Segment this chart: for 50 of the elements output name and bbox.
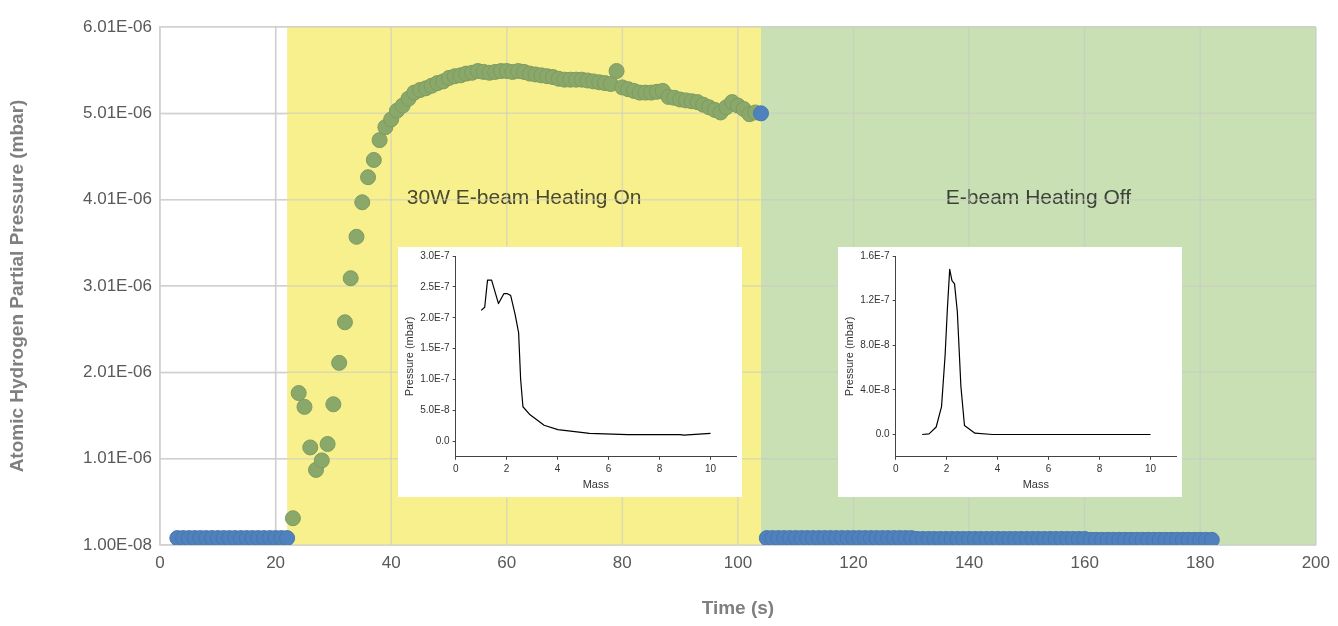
x-tick-label: 120	[839, 552, 868, 572]
x-tick-label: 0	[452, 462, 459, 474]
y-tick-label: 5.01E-06	[83, 103, 152, 123]
x-tick-label: 100	[723, 552, 753, 572]
x-tick-label: 140	[954, 552, 984, 572]
y-tick-label: 3.01E-06	[83, 275, 152, 295]
x-tick-label: 80	[612, 552, 632, 572]
band-label: E-beam Heating Off	[945, 184, 1132, 208]
y-tick-label: 2.5E-7	[420, 280, 451, 292]
x-axis-title: Mass	[582, 478, 610, 491]
y-tick-label: 8.0E-8	[860, 338, 891, 350]
x-tick-label: 2	[943, 462, 950, 474]
x-tick-label: 0	[155, 552, 165, 572]
y-tick-label: 1.6E-7	[860, 249, 891, 261]
x-tick-label: 10	[1144, 462, 1157, 474]
y-axis-title: Atomic Hydrogen Partial Pressure (mbar)	[5, 99, 27, 473]
y-tick-label: 6.01E-06	[83, 16, 152, 36]
x-tick-label: 10	[704, 462, 717, 474]
y-tick-label: 2.01E-06	[83, 362, 152, 382]
y-tick-label: 1.00E-08	[83, 534, 152, 554]
x-tick-label: 20	[266, 552, 286, 572]
y-tick-label: 4.01E-06	[83, 189, 152, 209]
y-tick-label: 1.2E-7	[860, 294, 891, 306]
x-tick-label: 8	[1096, 462, 1103, 474]
y-tick-label: 1.5E-7	[420, 342, 451, 354]
y-tick-label: 5.0E-8	[420, 404, 451, 416]
x-tick-label: 0	[892, 462, 899, 474]
x-tick-label: 200	[1301, 552, 1331, 572]
y-tick-label: 4.0E-8	[860, 383, 891, 395]
x-tick-label: 8	[656, 462, 663, 474]
y-tick-label: 1.0E-7	[420, 373, 451, 385]
x-tick-label: 2	[503, 462, 510, 474]
x-tick-label: 60	[497, 552, 517, 572]
x-axis-title: Time (s)	[701, 596, 775, 618]
x-tick-label: 6	[605, 462, 612, 474]
y-tick-label: 3.0E-7	[420, 249, 451, 261]
x-tick-label: 180	[1186, 552, 1215, 572]
band-label: 30W E-beam Heating On	[406, 184, 642, 208]
x-tick-label: 40	[381, 552, 401, 572]
x-tick-label: 160	[1070, 552, 1099, 572]
x-tick-label: 4	[994, 462, 1001, 474]
y-tick-label: 2.0E-7	[420, 311, 451, 323]
y-axis-title: Pressure (mbar)	[402, 316, 415, 397]
y-axis-title: Pressure (mbar)	[842, 316, 855, 397]
x-tick-label: 6	[1045, 462, 1052, 474]
y-tick-label: 0.0	[435, 435, 451, 447]
x-tick-label: 4	[554, 462, 561, 474]
y-tick-label: 1.01E-06	[83, 448, 152, 468]
y-tick-label: 0.0	[875, 428, 891, 440]
x-axis-title: Mass	[1022, 478, 1050, 491]
